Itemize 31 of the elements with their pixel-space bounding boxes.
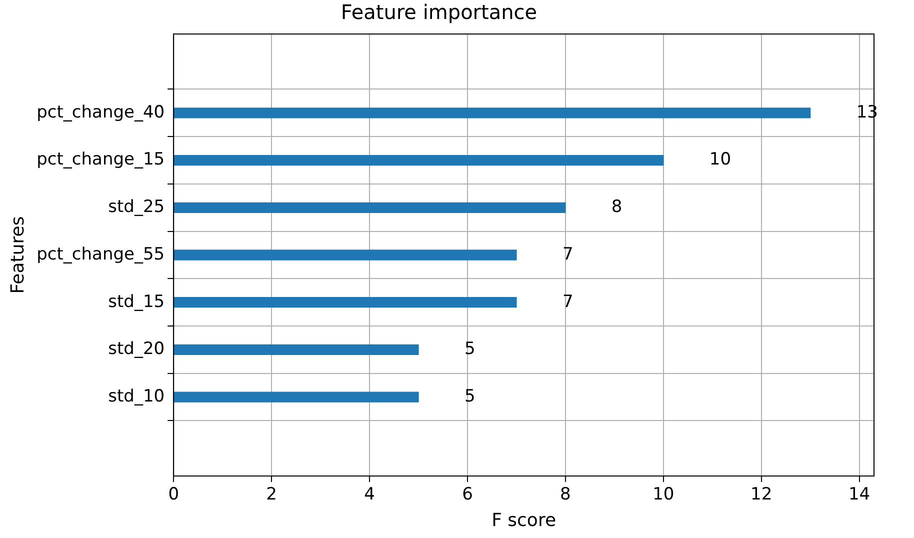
bar xyxy=(174,392,419,402)
bar xyxy=(174,202,566,213)
x-tick-label: 4 xyxy=(364,484,375,505)
bar xyxy=(174,250,517,260)
data-label: 5 xyxy=(464,386,476,406)
y-tick-label: pct_change_15 xyxy=(36,150,165,170)
bar xyxy=(174,297,517,308)
x-tick-label: 6 xyxy=(462,484,473,505)
y-tick-label: std_10 xyxy=(108,386,165,406)
y-tick-label: pct_change_55 xyxy=(36,244,165,264)
x-tick-label: 0 xyxy=(168,484,180,505)
data-label: 7 xyxy=(562,292,574,312)
y-tick-label: std_25 xyxy=(108,197,165,218)
data-label: 8 xyxy=(611,197,622,218)
x-tick-label: 14 xyxy=(848,484,870,505)
x-axis-title: F score xyxy=(492,510,556,531)
data-label: 7 xyxy=(562,244,574,264)
data-label: 10 xyxy=(709,150,732,170)
y-tick-label: std_15 xyxy=(108,292,165,312)
y-tick-label: pct_change_40 xyxy=(36,102,165,122)
x-tick-label: 8 xyxy=(560,484,571,505)
x-tick-label: 10 xyxy=(652,484,674,505)
x-tick-label: 2 xyxy=(266,484,277,505)
bar xyxy=(174,344,419,356)
bar xyxy=(174,108,811,118)
y-tick-label: std_20 xyxy=(108,339,165,360)
x-tick-label: 12 xyxy=(750,484,772,505)
bar xyxy=(174,154,664,166)
chart-title: Feature importance xyxy=(340,0,538,24)
y-axis-title: Features xyxy=(7,216,28,294)
data-label: 5 xyxy=(464,339,476,360)
